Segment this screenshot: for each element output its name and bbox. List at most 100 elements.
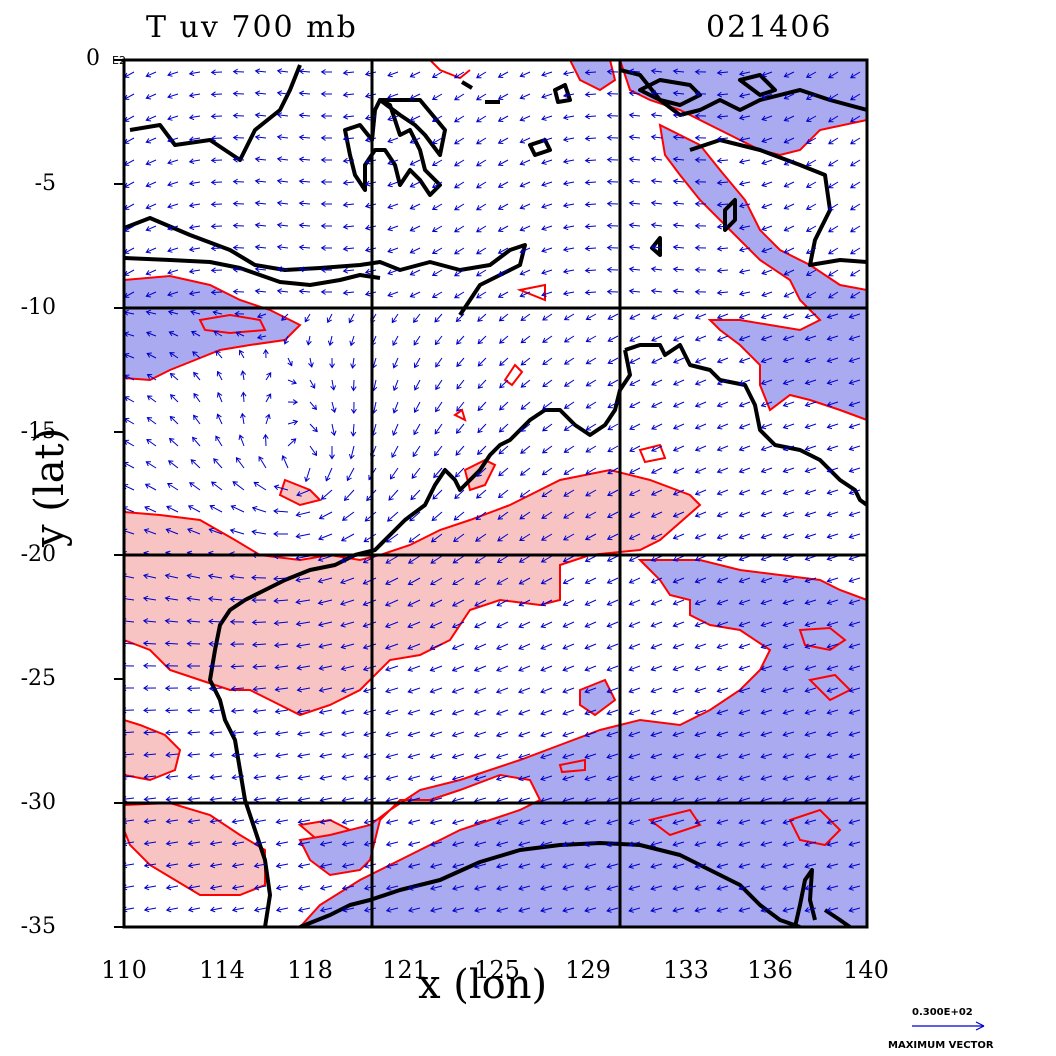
wind-vector-arrow (231, 752, 245, 759)
wind-vector-arrow (672, 511, 685, 518)
wind-vector-arrow (804, 907, 817, 913)
wind-vector-arrow (804, 555, 817, 562)
wind-vector-arrow (650, 665, 663, 672)
wind-vector-arrow (188, 180, 201, 187)
wind-vector-arrow (413, 401, 421, 414)
wind-vector-arrow (142, 640, 157, 647)
wind-vector-arrow (341, 906, 355, 913)
wind-vector-arrow (430, 533, 443, 543)
wind-vector-arrow (254, 156, 267, 163)
wind-vector-arrow (362, 599, 377, 607)
wind-vector-arrow (716, 533, 729, 540)
wind-vector-arrow (672, 90, 685, 97)
wind-vector-arrow (496, 577, 509, 585)
wind-vector-arrow (164, 707, 179, 714)
wind-vector-arrow (252, 730, 267, 737)
wind-vector-arrow (340, 665, 355, 672)
wind-vector-arrow (474, 555, 487, 564)
wind-vector-arrow (738, 379, 751, 386)
wind-vector-arrow (319, 884, 333, 891)
wind-vector-arrow (340, 621, 355, 628)
wind-vector-arrow (585, 357, 597, 365)
wind-vector-arrow (167, 291, 179, 297)
wind-vector-arrow (497, 247, 509, 254)
wind-vector-arrow (341, 775, 355, 781)
wind-vector-arrow (432, 489, 443, 500)
wind-vector-arrow (238, 434, 245, 447)
wind-vector-arrow (495, 841, 509, 847)
wind-vector-arrow (519, 247, 531, 254)
wind-vector-arrow (495, 863, 509, 869)
wind-vector-arrow (827, 137, 839, 145)
wind-vector-arrow (253, 906, 267, 913)
wind-vector-arrow (804, 665, 817, 671)
wind-vector-arrow (431, 137, 443, 145)
wind-vector-arrow (407, 643, 421, 650)
wind-vector-arrow (782, 335, 795, 342)
wind-vector-arrow (276, 156, 289, 163)
wind-vector-arrow (760, 335, 773, 342)
wind-vector-arrow (628, 643, 641, 650)
wind-vector-arrow (342, 245, 355, 252)
wind-vector-arrow (826, 401, 839, 408)
wind-vector-arrow (473, 731, 487, 738)
wind-vector-arrow (628, 621, 641, 628)
wind-vector-arrow (187, 796, 201, 803)
wind-vector-arrow (475, 181, 487, 189)
wind-vector-arrow (584, 775, 597, 782)
wind-vector-arrow (340, 577, 355, 585)
wind-vector-arrow (407, 885, 421, 891)
wind-vector-arrow (474, 621, 487, 629)
wind-vector-arrow (826, 489, 839, 496)
wind-vector-arrow (143, 840, 157, 847)
wind-vector-arrow (254, 200, 267, 207)
wind-vector-arrow (519, 181, 531, 188)
wind-vector-arrow (760, 841, 773, 847)
wind-vector-arrow (296, 489, 311, 497)
wind-vector-arrow (146, 352, 157, 359)
wind-vector-arrow (782, 753, 795, 759)
wind-vector-arrow (628, 775, 641, 782)
wind-vector-arrow (192, 351, 201, 359)
wind-vector-arrow (407, 555, 421, 564)
wind-vector-arrow (320, 489, 333, 500)
wind-vector-arrow (826, 687, 839, 693)
wind-vector-arrow (606, 178, 619, 185)
wind-vector-arrow (407, 819, 421, 825)
wind-vector-arrow (540, 885, 553, 891)
wind-vector-arrow (628, 533, 641, 540)
wind-vector-arrow (716, 577, 729, 584)
wind-vector-arrow (585, 489, 597, 497)
wind-vector-arrow (540, 621, 553, 629)
wind-vector-arrow (273, 597, 289, 604)
wind-vector-arrow (716, 599, 729, 606)
wind-vector-arrow (607, 401, 619, 409)
wind-vector-arrow (782, 577, 795, 584)
wind-vector-arrow (650, 511, 663, 518)
wind-vector-arrow (273, 642, 289, 648)
wind-vector-arrow (231, 906, 245, 913)
wind-vector-arrow (495, 775, 509, 782)
wind-vector-arrow (738, 224, 751, 231)
wind-vector-arrow (298, 244, 311, 251)
wind-vector-arrow (782, 907, 795, 913)
wind-vector-arrow (804, 775, 817, 781)
wind-vector-arrow (433, 467, 443, 479)
wind-vector-arrow (628, 200, 641, 207)
wind-vector-arrow (584, 135, 597, 142)
wind-vector-arrow (520, 423, 531, 432)
wind-vector-arrow (584, 687, 597, 694)
wind-vector-arrow (783, 71, 795, 78)
wind-vector-arrow (716, 401, 729, 408)
wind-vector-arrow (251, 597, 267, 604)
wind-vector-arrow (319, 862, 333, 869)
wind-vector-arrow (497, 203, 509, 210)
wind-vector-arrow (585, 379, 597, 387)
wind-vector-arrow (694, 533, 707, 540)
wind-vector-arrow (451, 599, 465, 607)
wind-vector-arrow (849, 159, 861, 167)
wind-vector-arrow (330, 401, 337, 414)
wind-vector-arrow (760, 731, 773, 737)
wind-vector-arrow (409, 93, 421, 100)
wind-vector-arrow (297, 884, 311, 891)
